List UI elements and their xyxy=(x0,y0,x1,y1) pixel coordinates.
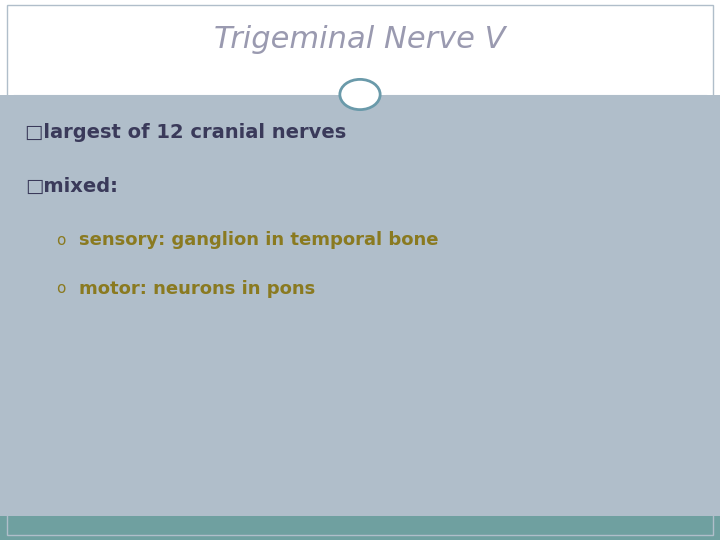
FancyBboxPatch shape xyxy=(0,0,720,94)
Text: o: o xyxy=(56,233,66,248)
Text: sensory: ganglion in temporal bone: sensory: ganglion in temporal bone xyxy=(79,231,438,249)
FancyBboxPatch shape xyxy=(0,516,720,540)
Text: motor: neurons in pons: motor: neurons in pons xyxy=(79,280,315,298)
Text: Trigeminal Nerve V: Trigeminal Nerve V xyxy=(215,25,505,54)
Text: o: o xyxy=(56,281,66,296)
Text: □largest of 12 cranial nerves: □largest of 12 cranial nerves xyxy=(25,123,346,142)
FancyBboxPatch shape xyxy=(0,94,720,516)
Circle shape xyxy=(340,79,380,110)
Text: □mixed:: □mixed: xyxy=(25,177,118,196)
